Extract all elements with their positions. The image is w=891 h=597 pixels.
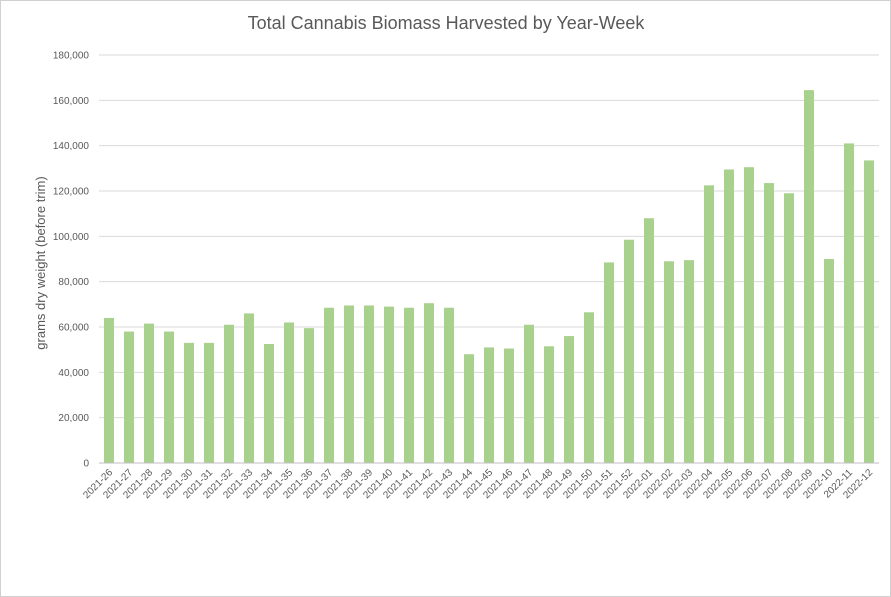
bar-2022-03 (684, 260, 694, 463)
bar-2021-36 (304, 328, 314, 463)
bar-2022-04 (704, 185, 714, 464)
bar-2021-47 (524, 324, 534, 463)
bar-2022-10 (824, 259, 834, 463)
bar-2021-28 (144, 323, 154, 463)
bar-2022-12 (864, 160, 874, 463)
bar-2021-40 (384, 306, 394, 463)
y-tick-label: 100,000 (53, 232, 90, 243)
y-tick-label: 20,000 (58, 413, 89, 424)
y-tick-label: 180,000 (53, 51, 90, 62)
y-axis-ticks: 0 20,000 40,000 60,000 80,000 100,000 120,000 1… (53, 51, 90, 470)
y-tick-label: 60,000 (58, 323, 89, 334)
bar-2021-49 (564, 336, 574, 463)
bar-2021-35 (284, 322, 294, 463)
bar-2022-11 (844, 143, 854, 463)
bar-2021-33 (244, 313, 254, 463)
bar-2022-06 (744, 167, 754, 463)
y-tick-label: 120,000 (53, 187, 90, 198)
bar-2022-08 (784, 193, 794, 463)
bar-2021-50 (584, 312, 594, 463)
bar-2022-05 (724, 169, 734, 463)
bar-2021-48 (544, 346, 554, 463)
bar-2021-42 (424, 303, 434, 463)
bar-2022-02 (664, 261, 674, 463)
bar-2021-27 (124, 331, 134, 463)
y-tick-label: 140,000 (53, 141, 90, 152)
chart-title: Total Cannabis Biomass Harvested by Year… (248, 13, 646, 33)
bar-2021-37 (324, 307, 334, 463)
y-tick-label: 160,000 (53, 96, 90, 107)
y-tick-label: 0 (83, 459, 89, 470)
y-tick-label: 40,000 (58, 368, 89, 379)
bar-2021-45 (484, 347, 494, 463)
bar-2022-09 (804, 90, 814, 463)
bar-2021-32 (224, 324, 234, 463)
bars (104, 90, 874, 464)
bar-2021-26 (104, 317, 114, 463)
bar-2021-30 (184, 342, 194, 463)
x-axis-ticks: 2021-262021-272021-282021-292021-302021-… (81, 467, 875, 501)
bar-2021-31 (204, 342, 214, 463)
bar-2021-52 (624, 239, 634, 463)
bar-2021-46 (504, 348, 514, 463)
bar-2022-01 (644, 218, 654, 463)
bar-2022-07 (764, 183, 774, 464)
y-tick-label: 80,000 (58, 277, 89, 288)
bar-2021-44 (464, 354, 474, 463)
bar-2021-39 (364, 305, 374, 463)
bar-2021-51 (604, 262, 614, 463)
bar-2021-34 (264, 344, 274, 463)
y-axis-label: grams dry weight (before trim) (33, 176, 48, 349)
bar-2021-38 (344, 305, 354, 463)
bar-2021-41 (404, 307, 414, 463)
bar-2021-29 (164, 331, 174, 463)
bar-2021-43 (444, 307, 454, 463)
